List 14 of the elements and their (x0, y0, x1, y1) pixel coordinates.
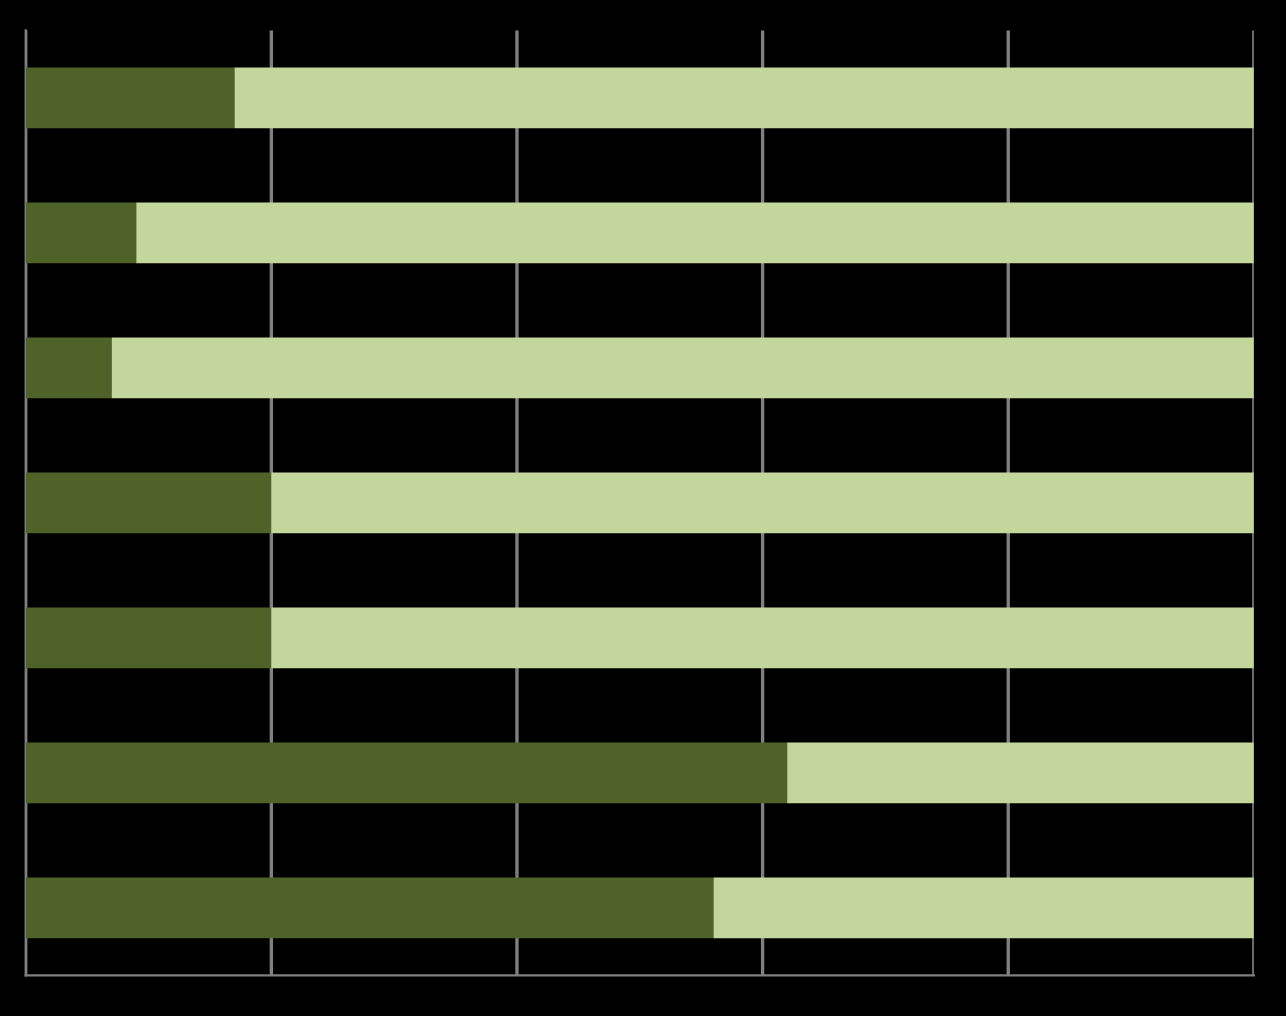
bar (136, 202, 1254, 264)
bar (713, 877, 1254, 939)
bar (271, 472, 1254, 534)
bar (25, 202, 137, 264)
bar (111, 337, 1254, 399)
bar (25, 877, 714, 939)
bar (234, 67, 1254, 129)
bar (787, 742, 1254, 804)
bar (25, 67, 235, 129)
bar (25, 472, 272, 534)
bar (25, 742, 788, 804)
bar (271, 607, 1254, 669)
bar (25, 607, 272, 669)
bar (25, 337, 112, 399)
